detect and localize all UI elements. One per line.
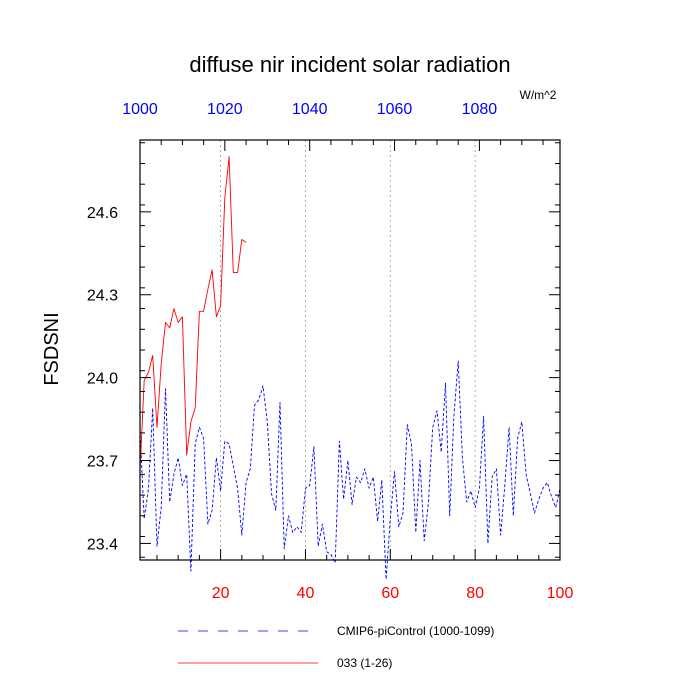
legend-label-cmip6: CMIP6-piControl (1000-1099): [337, 624, 494, 638]
y-tick-label-24.3: 24.3: [87, 288, 118, 305]
units-label: W/m^2: [520, 88, 557, 102]
top-tick-label-1020: 1020: [207, 101, 243, 118]
chart-title: diffuse nir incident solar radiation: [189, 52, 510, 77]
top-tick-label-1000: 1000: [122, 101, 158, 118]
ticks: [139, 140, 561, 560]
top-tick-label-1060: 1060: [377, 101, 413, 118]
tick-labels: 20 40 60 80 100 1000 1020 1040 1060 1080 23.4 23.7 2…: [87, 101, 574, 602]
y-tick-label-24.0: 24.0: [87, 371, 118, 388]
top-tick-label-1040: 1040: [292, 101, 328, 118]
legend: CMIP6-piControl (1000-1099) 033 (1-26): [178, 624, 494, 670]
plot-frame: [139, 139, 561, 561]
x-tick-label-100: 100: [547, 585, 574, 602]
y-tick-label-24.6: 24.6: [87, 205, 118, 222]
x-tick-label-60: 60: [381, 585, 399, 602]
plot-series: [139, 156, 561, 580]
x-tick-label-80: 80: [466, 585, 484, 602]
legend-label-033: 033 (1-26): [337, 656, 392, 670]
y-tick-label-23.4: 23.4: [87, 536, 118, 553]
grid: [220, 140, 476, 560]
x-tick-label-40: 40: [297, 585, 315, 602]
series-line-cmip6: [139, 360, 561, 580]
top-tick-label-1080: 1080: [462, 101, 498, 118]
y-axis-label: FSDSNI: [41, 312, 63, 385]
y-tick-label-23.7: 23.7: [87, 454, 118, 471]
x-tick-label-20: 20: [212, 585, 230, 602]
series-line-033: [139, 156, 247, 472]
